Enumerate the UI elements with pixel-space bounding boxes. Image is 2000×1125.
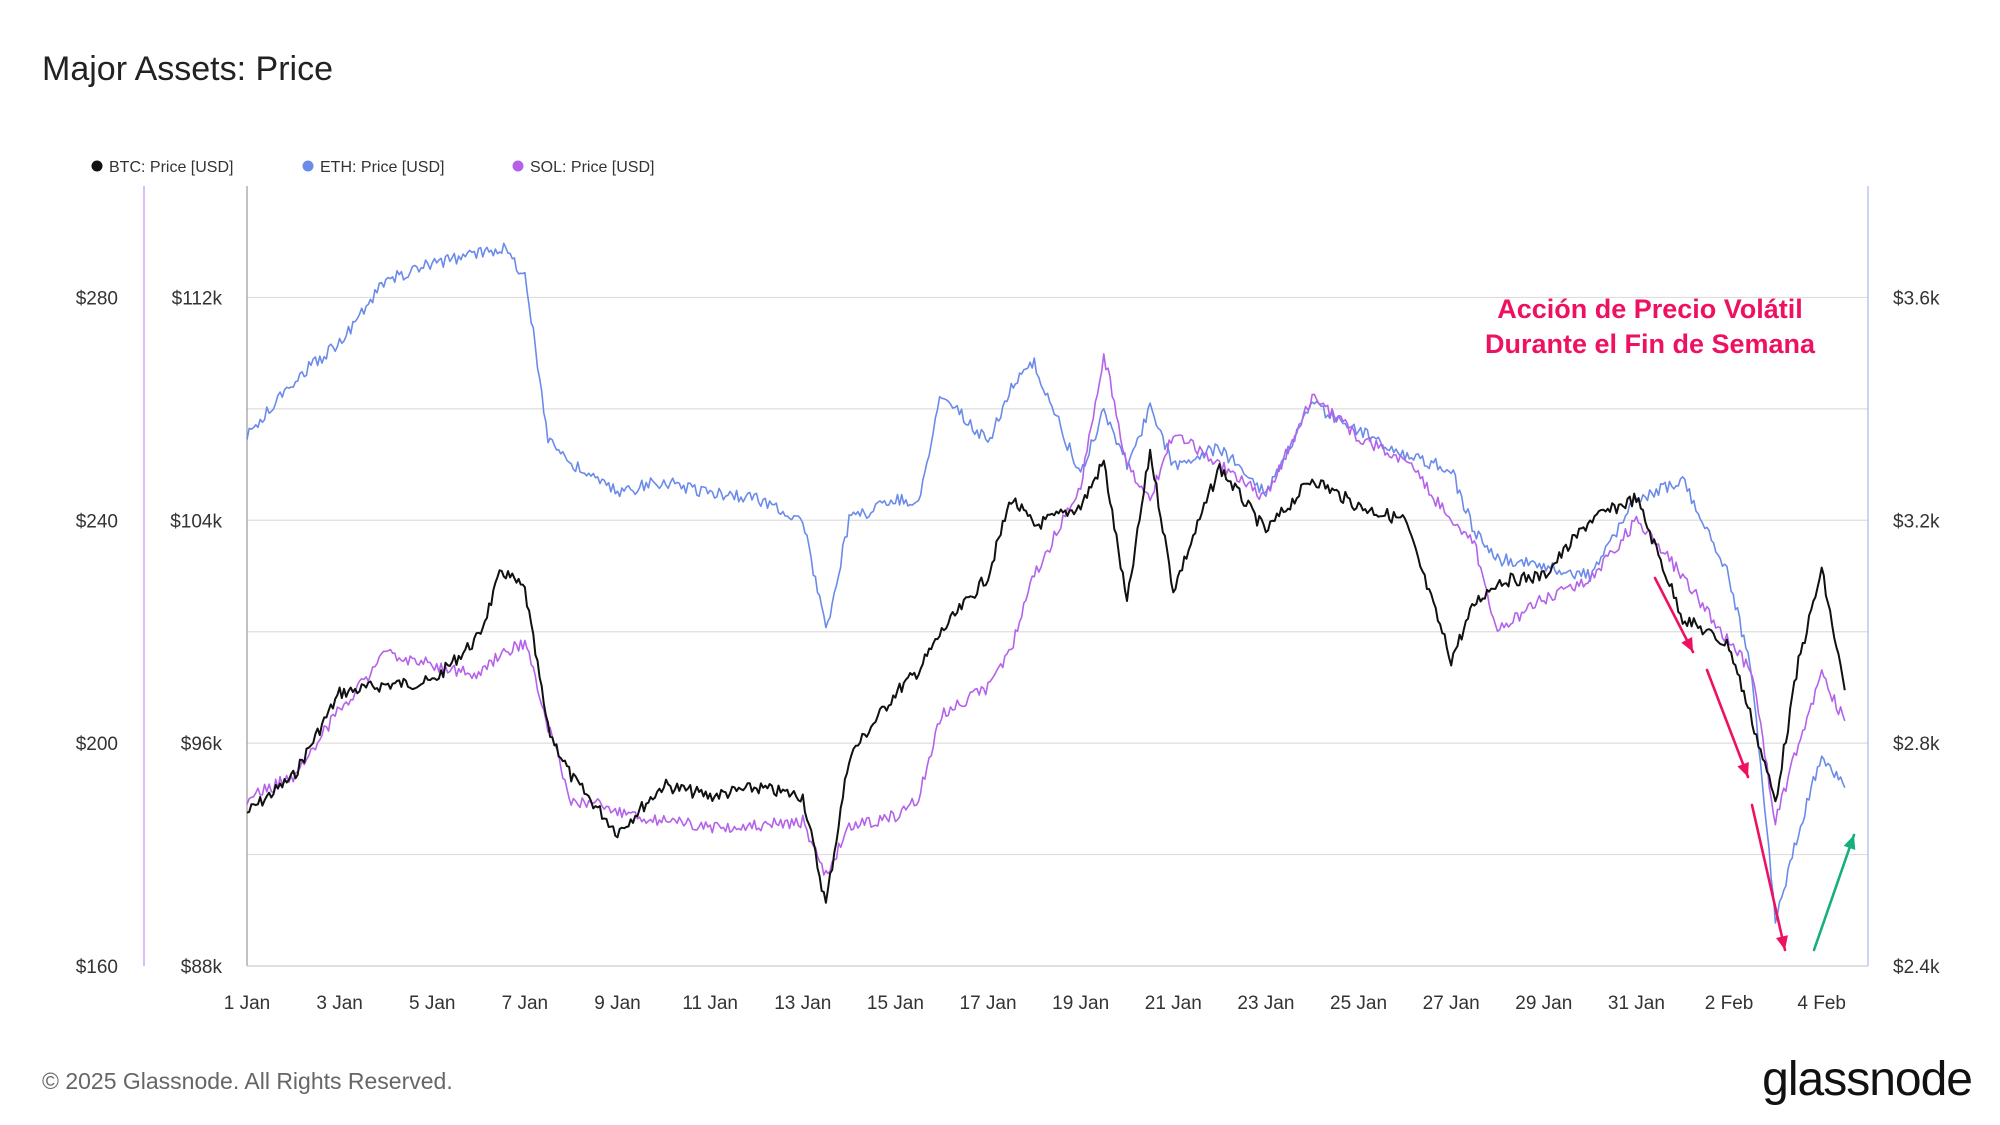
rebound-arrow-head	[1843, 835, 1856, 850]
glassnode-logo: glassnode	[1762, 1053, 1973, 1106]
btc-y-tick-label: $88k	[181, 957, 223, 978]
rebound-arrow-shaft	[1812, 833, 1856, 952]
decline-arrow-2-head	[1737, 762, 1749, 777]
btc-y-tick-label: $112k	[172, 288, 223, 309]
x-tick-label: 27 Jan	[1423, 993, 1480, 1014]
eth-y-tick-label: $2.8k	[1893, 734, 1940, 755]
legend-marker	[91, 160, 103, 172]
legend-label: ETH: Price [USD]	[320, 159, 444, 176]
gridlines	[247, 296, 1868, 856]
annotation-text: Acción de Precio Volátil	[1497, 294, 1803, 324]
x-tick-label: 21 Jan	[1145, 993, 1202, 1014]
sol-y-tick-label: $280	[76, 288, 118, 309]
x-tick-label: 4 Feb	[1797, 993, 1846, 1014]
decline-arrow-3	[1750, 803, 1788, 952]
x-tick-label: 11 Jan	[682, 993, 738, 1014]
sol-y-tick-label: $200	[76, 734, 118, 755]
x-tick-label: 1 Jan	[224, 993, 270, 1014]
x-tick-label: 3 Jan	[316, 993, 362, 1014]
eth-price-line	[246, 242, 1846, 924]
legend-marker	[302, 160, 314, 172]
chart-title: Major Assets: Price	[42, 50, 333, 88]
x-tick-label: 17 Jan	[960, 993, 1017, 1014]
legend: BTC: Price [USD] ETH: Price [USD] SOL: Pri…	[91, 159, 654, 176]
x-tick-label: 15 Jan	[867, 993, 924, 1014]
x-tick-label: 5 Jan	[409, 993, 455, 1014]
x-tick-label: 25 Jan	[1330, 993, 1387, 1014]
x-tick-label: 7 Jan	[502, 993, 548, 1014]
series-lines	[246, 242, 1846, 924]
x-tick-label: 31 Jan	[1608, 993, 1665, 1014]
sol-price-line	[246, 353, 1846, 876]
decline-arrow-2	[1705, 668, 1750, 779]
x-tick-label: 2 Feb	[1705, 993, 1754, 1014]
decline-arrow-1-shaft	[1653, 576, 1695, 654]
decline-arrow-3-head	[1775, 935, 1788, 950]
legend-label: BTC: Price [USD]	[109, 159, 233, 176]
x-tick-label: 9 Jan	[594, 993, 640, 1014]
decline-arrow-2-shaft	[1705, 668, 1750, 779]
eth-y-tick-label: $2.4k	[1893, 957, 1940, 978]
axes	[143, 186, 1869, 967]
btc-y-tick-label: $104k	[170, 511, 222, 532]
btc-price-line	[246, 448, 1846, 904]
rebound-arrow	[1812, 833, 1856, 952]
eth-y-tick-label: $3.2k	[1893, 511, 1940, 532]
x-tick-label: 19 Jan	[1052, 993, 1109, 1014]
legend-label: SOL: Price [USD]	[530, 159, 654, 176]
eth-y-tick-label: $3.6k	[1893, 288, 1940, 309]
decline-arrow-1-head	[1681, 637, 1693, 652]
decline-arrow-3-shaft	[1750, 803, 1787, 952]
x-tick-label: 13 Jan	[774, 993, 831, 1014]
x-tick-label: 23 Jan	[1237, 993, 1294, 1014]
annotation-text: Durante el Fin de Semana	[1485, 329, 1816, 359]
decline-arrow-1	[1653, 576, 1695, 654]
legend-marker	[512, 160, 524, 172]
copyright-footer: © 2025 Glassnode. All Rights Reserved.	[42, 1068, 453, 1094]
sol-y-tick-label: $240	[76, 511, 118, 532]
tick-labels: $280 $240 $200 $160 $112k $104k $96k $88k $3.6k $…	[76, 288, 1940, 1014]
sol-y-tick-label: $160	[76, 957, 118, 978]
annotation: Acción de Precio Volátil Durante el Fin d…	[1485, 294, 1856, 952]
btc-y-tick-label: $96k	[181, 734, 223, 755]
x-tick-label: 29 Jan	[1515, 993, 1572, 1014]
